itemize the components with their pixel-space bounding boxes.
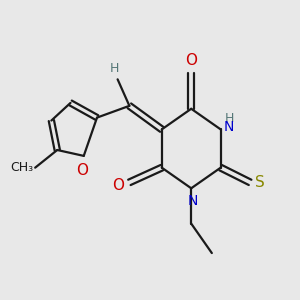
Text: O: O — [76, 163, 88, 178]
Text: S: S — [255, 175, 265, 190]
Text: O: O — [112, 178, 124, 193]
Text: H: H — [110, 62, 119, 75]
Text: CH₃: CH₃ — [11, 161, 34, 174]
Text: N: N — [188, 194, 198, 208]
Text: N: N — [224, 120, 234, 134]
Text: O: O — [185, 52, 197, 68]
Text: H: H — [225, 112, 235, 125]
